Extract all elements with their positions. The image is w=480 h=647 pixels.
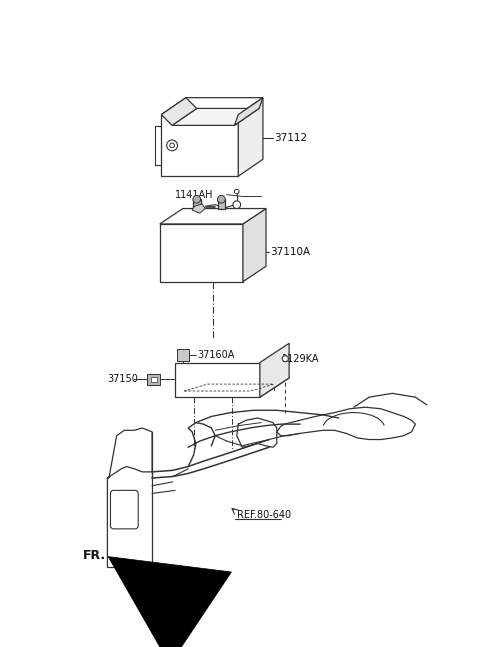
Polygon shape [161,98,197,126]
Polygon shape [161,115,238,176]
Text: 37150: 37150 [108,375,138,384]
Circle shape [167,140,178,151]
Polygon shape [234,98,263,126]
Polygon shape [151,377,156,382]
Circle shape [193,195,201,203]
Text: 1129KA: 1129KA [282,354,320,364]
Polygon shape [161,98,263,115]
Circle shape [282,356,288,362]
Circle shape [170,143,174,148]
Polygon shape [243,208,266,281]
Polygon shape [238,98,263,176]
Polygon shape [177,349,189,361]
Circle shape [233,201,240,208]
Text: 37180F: 37180F [227,211,263,221]
Polygon shape [193,199,201,208]
Polygon shape [192,204,205,213]
FancyBboxPatch shape [110,490,138,529]
Text: 37110A: 37110A [271,247,311,258]
Polygon shape [160,224,243,281]
Text: 37112: 37112 [275,133,308,143]
Text: REF.80-640: REF.80-640 [237,510,291,520]
Polygon shape [175,362,260,397]
Text: FR.: FR. [83,549,106,562]
Polygon shape [175,378,289,397]
Polygon shape [217,199,225,208]
Polygon shape [260,344,289,397]
Polygon shape [147,374,160,385]
Text: 1141AH: 1141AH [175,190,214,200]
Polygon shape [172,109,259,126]
Circle shape [234,190,239,194]
Circle shape [217,195,225,203]
Text: 37160A: 37160A [197,350,235,360]
Polygon shape [160,208,266,224]
